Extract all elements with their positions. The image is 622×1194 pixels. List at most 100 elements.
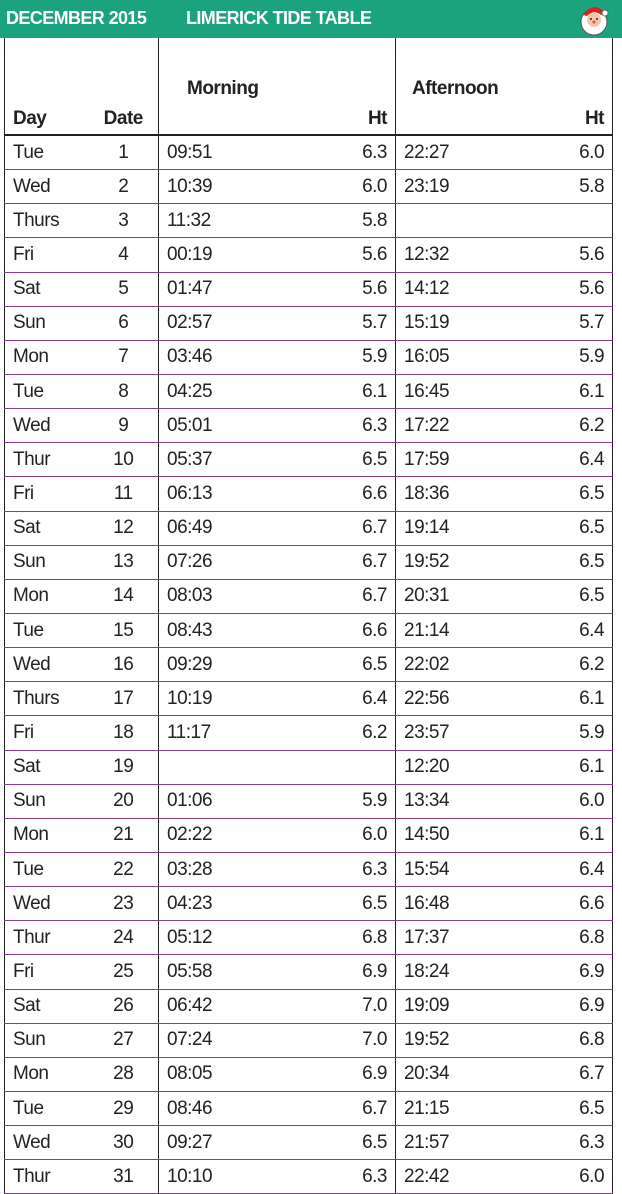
morning-time: 04:25 <box>159 374 294 408</box>
afternoon-height: 6.6 <box>531 887 613 921</box>
afternoon-height: 5.6 <box>531 272 613 306</box>
morning-height: 5.8 <box>294 204 396 238</box>
afternoon-height: 6.9 <box>531 989 613 1023</box>
afternoon-time: 23:57 <box>396 716 531 750</box>
afternoon-time: 14:12 <box>396 272 531 306</box>
morning-height: 6.6 <box>294 613 396 647</box>
afternoon-time: 18:24 <box>396 955 531 989</box>
afternoon-time: 16:45 <box>396 374 531 408</box>
afternoon-height: 5.7 <box>531 306 613 340</box>
morning-height: 6.7 <box>294 579 396 613</box>
morning-time: 11:17 <box>159 716 294 750</box>
afternoon-time: 17:59 <box>396 443 531 477</box>
date: 8 <box>89 374 159 408</box>
morning-time: 04:23 <box>159 887 294 921</box>
date: 21 <box>89 818 159 852</box>
afternoon-height: 6.1 <box>531 682 613 716</box>
afternoon-time: 19:14 <box>396 511 531 545</box>
date: 20 <box>89 784 159 818</box>
morning-time: 05:58 <box>159 955 294 989</box>
afternoon-height: 6.1 <box>531 818 613 852</box>
afternoon-time: 17:37 <box>396 921 531 955</box>
afternoon-time: 17:22 <box>396 409 531 443</box>
morning-height: 6.9 <box>294 955 396 989</box>
afternoon-height: 6.8 <box>531 921 613 955</box>
afternoon-time: 15:54 <box>396 852 531 886</box>
date: 12 <box>89 511 159 545</box>
date: 25 <box>89 955 159 989</box>
afternoon-time: 22:56 <box>396 682 531 716</box>
morning-height: 5.7 <box>294 306 396 340</box>
afternoon-time: 19:52 <box>396 545 531 579</box>
morning-height: 5.6 <box>294 272 396 306</box>
morning-time: 05:01 <box>159 409 294 443</box>
morning-time: 03:28 <box>159 852 294 886</box>
morning-height: 6.9 <box>294 1057 396 1091</box>
date: 16 <box>89 648 159 682</box>
group-header: Afternoon <box>396 38 613 104</box>
column-header: Date <box>89 104 159 135</box>
morning-time: 05:12 <box>159 921 294 955</box>
afternoon-height: 6.1 <box>531 374 613 408</box>
morning-time: 10:19 <box>159 682 294 716</box>
morning-height: 6.5 <box>294 1126 396 1160</box>
afternoon-height: 6.1 <box>531 750 613 784</box>
afternoon-time: 22:02 <box>396 648 531 682</box>
day: Sun <box>5 306 89 340</box>
afternoon-height: 5.6 <box>531 238 613 272</box>
morning-height: 6.1 <box>294 374 396 408</box>
morning-height: 6.5 <box>294 887 396 921</box>
date: 30 <box>89 1126 159 1160</box>
column-header: Ht <box>294 104 396 135</box>
afternoon-height: 6.4 <box>531 443 613 477</box>
day: Tue <box>5 1091 89 1125</box>
date: 6 <box>89 306 159 340</box>
day: Sun <box>5 784 89 818</box>
date: 11 <box>89 477 159 511</box>
morning-time: 08:46 <box>159 1091 294 1125</box>
morning-height: 6.0 <box>294 818 396 852</box>
group-header: Morning <box>159 38 396 104</box>
afternoon-time: 18:36 <box>396 477 531 511</box>
date: 23 <box>89 887 159 921</box>
day: Thurs <box>5 682 89 716</box>
day: Thur <box>5 1160 89 1194</box>
day: Sat <box>5 272 89 306</box>
afternoon-height: 6.8 <box>531 1023 613 1057</box>
date: 1 <box>89 135 159 170</box>
afternoon-time: 21:15 <box>396 1091 531 1125</box>
morning-height: 6.3 <box>294 852 396 886</box>
afternoon-time: 19:52 <box>396 1023 531 1057</box>
day: Mon <box>5 340 89 374</box>
morning-height: 6.5 <box>294 648 396 682</box>
morning-height: 6.7 <box>294 545 396 579</box>
morning-time: 02:22 <box>159 818 294 852</box>
day: Wed <box>5 1126 89 1160</box>
day: Wed <box>5 409 89 443</box>
afternoon-time: 16:48 <box>396 887 531 921</box>
day: Thur <box>5 443 89 477</box>
date: 31 <box>89 1160 159 1194</box>
day: Thur <box>5 921 89 955</box>
morning-time: 09:27 <box>159 1126 294 1160</box>
day: Fri <box>5 955 89 989</box>
afternoon-height: 6.5 <box>531 545 613 579</box>
date: 5 <box>89 272 159 306</box>
title: LIMERICK TIDE TABLE <box>186 8 371 29</box>
day: Tue <box>5 613 89 647</box>
afternoon-time: 12:20 <box>396 750 531 784</box>
morning-height: 5.9 <box>294 784 396 818</box>
header-bar: DECEMBER 2015 LIMERICK TIDE TABLE <box>0 0 622 38</box>
